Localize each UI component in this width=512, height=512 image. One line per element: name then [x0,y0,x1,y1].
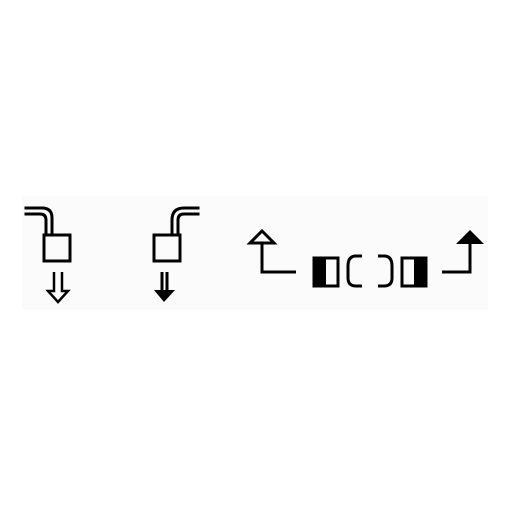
clamp-right-icon [376,250,430,292]
pipe-feed-down-outline-icon [24,206,78,306]
pipe-feed-down-solid-icon [150,206,204,306]
corner-arrow-up-solid-icon [438,226,490,278]
symbol-strip [22,196,488,310]
clamp-left-icon [312,250,364,292]
corner-arrow-up-outline-icon [246,226,300,278]
